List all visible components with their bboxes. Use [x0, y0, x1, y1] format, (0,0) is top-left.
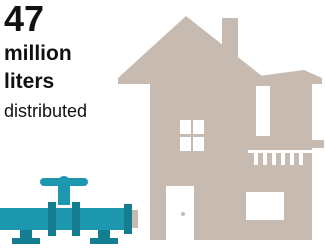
stat-unit: liters [4, 70, 54, 94]
stat-number: 47 [4, 0, 44, 40]
stat-caption: distributed [4, 101, 87, 122]
illustration [0, 0, 325, 251]
stat-unit: million [4, 42, 72, 66]
infographic: 47 million liters distributed [0, 0, 325, 251]
house [118, 16, 324, 240]
pipe [0, 176, 138, 244]
